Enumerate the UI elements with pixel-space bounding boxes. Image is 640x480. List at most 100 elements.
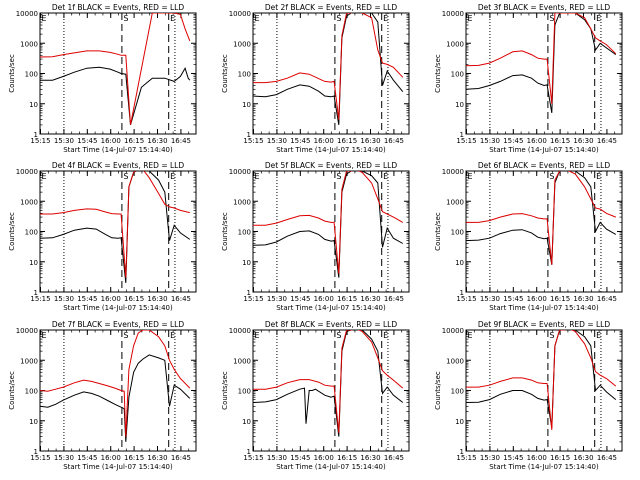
x-tick-label: 16:45 (384, 137, 404, 145)
plot-frame (465, 329, 623, 452)
panel-det-8: Det 8f BLACK = Events, RED = LLD 1 10 100 10… (221, 320, 410, 471)
marker-s: S (123, 172, 128, 181)
y-axis-label: Counts/sec (221, 212, 229, 251)
y-tick-label: 10000 (16, 168, 38, 176)
x-tick-label: 15:30 (54, 137, 74, 145)
x-tick-label: 15:15 (243, 137, 263, 145)
x-axis-label: Start Time (14-Jul-07 15:14:40) (276, 463, 386, 471)
panel-det-4: Det 4f BLACK = Events, RED = LLD 1 10 100 10… (8, 161, 197, 312)
y-tick-label: 100 (25, 388, 38, 396)
y-tick-label: 100 (25, 71, 38, 79)
panel-det-7: Det 7f BLACK = Events, RED = LLD 1 10 100 10… (8, 320, 197, 471)
panel-title: Det 8f BLACK = Events, RED = LLD (265, 320, 398, 329)
y-tick-label: 100 (238, 388, 251, 396)
x-tick-label: 16:00 (314, 137, 334, 145)
y-tick-label: 10000 (442, 168, 464, 176)
plot-frame (465, 170, 623, 293)
y-tick-label: 10 (242, 259, 251, 267)
y-axis-label: Counts/sec (221, 54, 229, 93)
y-tick-label: 1000 (446, 198, 464, 206)
panel-title: Det 1f BLACK = Events, RED = LLD (52, 3, 185, 12)
marker-e-right: E (170, 172, 175, 181)
y-tick-label: 10000 (16, 10, 38, 18)
x-tick-label: 16:00 (101, 295, 121, 303)
lld-series-line (466, 171, 616, 265)
y-tick-label: 10000 (229, 168, 251, 176)
x-tick-label: 15:45 (77, 295, 97, 303)
marker-s: S (549, 172, 554, 181)
panel-title: Det 9f BLACK = Events, RED = LLD (478, 320, 611, 329)
y-tick-label: 100 (25, 229, 38, 237)
x-tick-label: 16:15 (550, 454, 570, 462)
y-tick-label: 100 (451, 229, 464, 237)
marker-e-left: E (254, 172, 259, 181)
x-tick-label: 16:30 (360, 295, 380, 303)
y-tick-label: 10 (29, 418, 38, 426)
y-tick-label: 1000 (233, 198, 251, 206)
x-tick-label: 16:30 (147, 295, 167, 303)
events-series-line (253, 13, 404, 125)
y-tick-label: 100 (451, 71, 464, 79)
y-tick-label: 1 (460, 131, 464, 139)
marker-s: S (336, 14, 341, 23)
y-tick-label: 100 (238, 229, 251, 237)
x-tick-label: 15:45 (290, 137, 310, 145)
y-tick-label: 10 (242, 418, 251, 426)
x-tick-label: 16:15 (337, 295, 357, 303)
x-axis-label: Start Time (14-Jul-07 15:14:40) (63, 146, 173, 154)
x-axis-label: Start Time (14-Jul-07 15:14:40) (276, 146, 386, 154)
x-tick-label: 16:45 (597, 295, 617, 303)
lld-series-line (466, 330, 617, 430)
x-tick-label: 16:00 (101, 137, 121, 145)
y-tick-label: 1000 (446, 40, 464, 48)
x-tick-label: 15:45 (503, 454, 523, 462)
marker-e-right: E (596, 14, 601, 23)
plot-frame (252, 170, 410, 293)
x-tick-label: 15:15 (243, 295, 263, 303)
panel-title: Det 7f BLACK = Events, RED = LLD (52, 320, 185, 329)
x-axis-label: Start Time (14-Jul-07 15:14:40) (489, 463, 599, 471)
lld-series-line (253, 13, 404, 120)
x-tick-label: 15:15 (456, 137, 476, 145)
plot-frame (252, 329, 410, 452)
x-axis-label: Start Time (14-Jul-07 15:14:40) (276, 304, 386, 312)
marker-e-left: E (254, 331, 259, 340)
x-tick-label: 16:30 (573, 454, 593, 462)
x-tick-label: 16:15 (337, 454, 357, 462)
marker-e-right: E (170, 14, 175, 23)
y-axis-label: Counts/sec (434, 212, 442, 251)
x-axis-label: Start Time (14-Jul-07 15:14:40) (489, 304, 599, 312)
x-tick-label: 16:00 (314, 454, 334, 462)
marker-e-left: E (467, 172, 472, 181)
y-tick-label: 1000 (20, 357, 38, 365)
x-tick-label: 16:30 (147, 137, 167, 145)
panel-det-5: Det 5f BLACK = Events, RED = LLD 1 10 100 10… (221, 161, 410, 312)
x-tick-label: 16:30 (360, 137, 380, 145)
marker-e-right: E (383, 331, 388, 340)
x-tick-label: 16:45 (597, 137, 617, 145)
panel-title: Det 5f BLACK = Events, RED = LLD (265, 161, 398, 170)
y-axis-label: Counts/sec (434, 54, 442, 93)
panel-title: Det 2f BLACK = Events, RED = LLD (265, 3, 398, 12)
x-tick-label: 15:45 (290, 454, 310, 462)
y-tick-label: 1 (247, 131, 251, 139)
plot-frame (252, 12, 410, 135)
x-tick-label: 15:30 (54, 454, 74, 462)
y-tick-label: 10 (455, 418, 464, 426)
y-axis-label: Counts/sec (434, 371, 442, 410)
events-series-line (466, 330, 617, 428)
marker-s: S (336, 172, 341, 181)
lld-series-line (253, 330, 404, 433)
plot-frame (39, 12, 197, 135)
y-tick-label: 1000 (233, 40, 251, 48)
x-tick-label: 16:45 (171, 137, 191, 145)
x-tick-label: 15:45 (503, 137, 523, 145)
marker-s: S (549, 14, 554, 23)
lld-series-line (466, 13, 617, 104)
x-tick-label: 15:30 (480, 454, 500, 462)
y-tick-label: 10 (29, 101, 38, 109)
x-tick-label: 16:00 (527, 295, 547, 303)
y-tick-label: 10000 (16, 327, 38, 335)
panel-title: Det 4f BLACK = Events, RED = LLD (52, 161, 185, 170)
y-tick-label: 1000 (233, 357, 251, 365)
